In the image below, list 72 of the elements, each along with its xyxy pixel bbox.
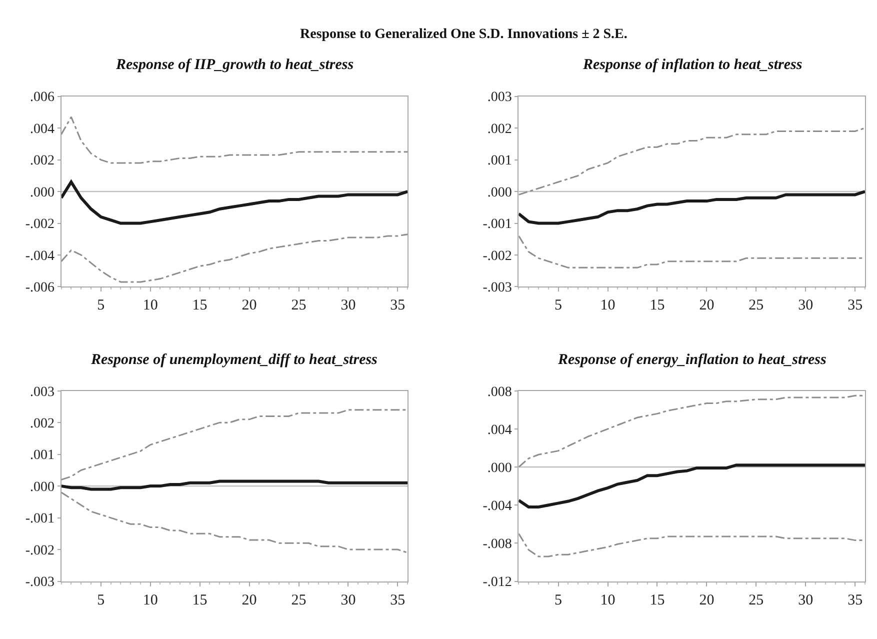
chart-title: Response of unemployment_diff to heat_stress: [90, 352, 378, 368]
chart-title: Response of inflation to heat_stress: [582, 57, 802, 73]
x-tick-label: 20: [699, 592, 714, 608]
x-tick-label: 30: [798, 592, 814, 608]
line-series: [61, 234, 408, 283]
y-tick-label: .004: [487, 422, 512, 438]
x-tick-label: 15: [192, 592, 208, 608]
y-tick-label: .000: [30, 480, 54, 495]
line-series: [61, 409, 408, 480]
y-tick-label: -.002: [25, 217, 54, 232]
x-tick-label: 25: [291, 592, 306, 608]
y-tick-label: -.003: [482, 280, 512, 296]
line-series: [518, 394, 865, 468]
y-tick-label: -.008: [482, 537, 512, 552]
x-tick-label: 10: [600, 592, 616, 608]
x-tick-label: 30: [798, 298, 814, 314]
line-series: [61, 492, 408, 554]
y-tick-label: -.004: [482, 498, 512, 514]
y-tick-label: .000: [487, 185, 512, 200]
x-tick-label: 5: [554, 592, 562, 608]
x-tick-label: 10: [600, 298, 616, 314]
y-tick-label: .006: [30, 90, 54, 106]
y-tick-label: -.006: [25, 280, 54, 296]
y-tick-label: .008: [487, 384, 512, 400]
x-tick-label: 30: [340, 592, 356, 608]
x-tick-label: 25: [748, 298, 764, 314]
text: Response to Generalized One S.D. Innovations ± 2 S.E.: [300, 27, 628, 42]
y-tick-label: -.002: [25, 543, 54, 558]
y-tick-label: .003: [487, 90, 512, 106]
y-tick-label: -.003: [25, 575, 54, 590]
y-tick-label: .002: [487, 122, 512, 137]
chart-title: Response of energy_inflation to heat_stress: [557, 352, 827, 368]
line-series: [518, 127, 865, 196]
x-tick-label: 35: [848, 298, 863, 314]
x-tick-label: 5: [97, 592, 105, 608]
x-tick-label: 35: [390, 298, 406, 314]
x-tick-label: 10: [142, 592, 158, 608]
y-tick-label: .000: [487, 460, 512, 476]
y-tick-label: .002: [30, 154, 54, 169]
x-tick-label: 20: [242, 592, 257, 608]
x-tick-label: 15: [650, 592, 665, 608]
y-tick-label: .001: [30, 448, 54, 464]
y-tick-label: -.001: [25, 512, 54, 527]
y-tick-label: -.012: [482, 575, 512, 590]
x-tick-label: 15: [650, 298, 665, 314]
chart-title: Response of IIP_growth to heat_stress: [115, 57, 354, 73]
y-tick-label: .000: [30, 185, 54, 200]
x-tick-label: 35: [390, 592, 406, 608]
line-series: [518, 235, 865, 268]
line-series: [518, 532, 865, 558]
line-series: [518, 190, 865, 225]
x-tick-label: 20: [242, 298, 257, 314]
x-tick-label: 20: [699, 298, 714, 314]
y-tick-label: .003: [30, 384, 54, 400]
line-series: [61, 480, 408, 491]
line-series: [61, 116, 408, 164]
y-tick-label: .004: [30, 122, 54, 137]
y-tick-label: .002: [30, 416, 54, 432]
y-tick-label: -.001: [482, 217, 512, 232]
y-tick-label: -.002: [482, 248, 512, 264]
x-tick-label: 5: [554, 298, 562, 314]
x-tick-label: 15: [192, 298, 208, 314]
line-series: [61, 180, 408, 225]
x-tick-label: 25: [748, 592, 764, 608]
y-tick-label: -.004: [25, 248, 54, 264]
x-tick-label: 10: [142, 298, 158, 314]
x-tick-label: 25: [291, 298, 306, 314]
line-series: [518, 464, 865, 508]
x-tick-label: 5: [97, 298, 105, 314]
y-tick-label: .001: [487, 154, 512, 169]
x-tick-label: 30: [340, 298, 356, 314]
x-tick-label: 35: [848, 592, 863, 608]
